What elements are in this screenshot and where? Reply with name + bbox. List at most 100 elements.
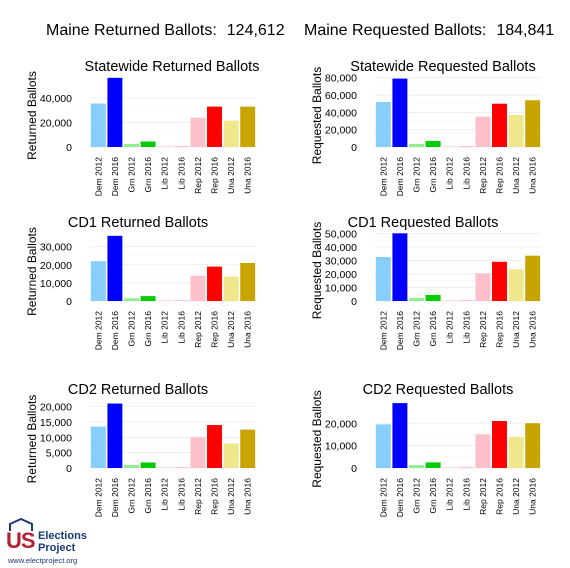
chart-title: CD1 Returned Ballots [68, 215, 208, 231]
y-tick-label: 0 [351, 463, 357, 475]
y-tick-label: 0 [66, 463, 72, 475]
y-axis-label: Requested Ballots [310, 67, 324, 164]
bar-lib-2016 [458, 300, 474, 301]
bar-lib-2012 [157, 467, 173, 468]
x-tick-label: Grn 2016 [143, 157, 153, 193]
x-tick-label: Dem 2012 [378, 311, 388, 350]
y-tick-label: 20,000 [40, 260, 72, 272]
logo-us-text: US [6, 528, 36, 553]
bar-grn-2016 [425, 140, 441, 147]
y-tick-label: 0 [66, 142, 72, 154]
y-axis-label: Requested Ballots [310, 222, 324, 319]
x-tick-label: Lib 2016 [461, 311, 471, 344]
chart-title: CD2 Returned Ballots [68, 382, 208, 398]
bar-grn-2012 [124, 464, 139, 468]
x-tick-label: Rep 2012 [193, 311, 203, 348]
x-tick-label: Una 2016 [243, 157, 253, 194]
x-tick-label: Grn 2016 [143, 311, 153, 347]
bar-grn-2016 [140, 462, 156, 468]
x-tick-label: Grn 2012 [127, 157, 137, 193]
statewide-returned-chart: Statewide Returned Ballots Returned Ballo… [0, 52, 285, 222]
bar-rep-2016 [207, 266, 222, 301]
x-tick-label: Una 2016 [243, 311, 253, 348]
bar-rep-2012 [475, 273, 491, 301]
x-tick-label: Grn 2012 [412, 478, 422, 514]
x-tick-label: Dem 2016 [395, 311, 405, 350]
y-tick-label: 10,000 [40, 432, 72, 444]
returned-headline-value: 124,612 [226, 22, 285, 39]
x-tick-label: Lib 2012 [445, 478, 455, 511]
y-tick-label: 50,000 [325, 228, 357, 240]
bar-una-2012 [223, 276, 239, 301]
y-axis-label: Requested Ballots [310, 390, 324, 487]
bar-dem-2012 [375, 257, 391, 301]
bar-grn-2012 [124, 143, 139, 147]
bar-lib-2012 [157, 146, 173, 147]
bar-lib-2016 [458, 145, 474, 147]
bar-grn-2016 [425, 462, 441, 468]
bar-rep-2016 [492, 421, 507, 468]
bar-rep-2012 [475, 116, 491, 147]
x-tick-label: Lib 2016 [176, 157, 186, 190]
y-tick-label: 40,000 [325, 107, 357, 119]
logo-project-text: Project [38, 542, 76, 554]
x-tick-label: Una 2012 [511, 311, 521, 348]
y-tick-label: 20,000 [40, 402, 72, 414]
x-tick-label: Una 2012 [511, 157, 521, 194]
bar-una-2016 [525, 255, 541, 301]
bar-lib-2012 [442, 467, 458, 468]
bar-dem-2016 [392, 233, 408, 301]
chart-svg: CD2 Returned Ballots Returned Ballots 0 5,0… [25, 382, 256, 517]
y-tick-label: 30,000 [40, 242, 72, 254]
bar-lib-2016 [173, 467, 189, 468]
chart-svg: Statewide Requested Ballots Requested Bal… [310, 59, 541, 196]
x-tick-label: Lib 2012 [445, 311, 455, 344]
x-tick-label: Grn 2012 [127, 478, 137, 514]
y-tick-label: 20,000 [325, 125, 357, 137]
bar-lib-2012 [442, 300, 458, 301]
x-tick-label: Dem 2016 [110, 478, 120, 517]
x-tick-label: Grn 2016 [143, 478, 153, 514]
bar-una-2016 [525, 423, 541, 468]
x-tick-label: Dem 2016 [395, 478, 405, 517]
y-axis-label: Returned Ballots [25, 227, 39, 316]
y-tick-label: 40,000 [325, 242, 357, 254]
x-tick-label: Rep 2012 [193, 157, 203, 194]
x-tick-label: Grn 2012 [412, 157, 422, 193]
x-tick-label: Rep 2016 [210, 157, 220, 194]
bar-dem-2012 [375, 424, 391, 468]
bar-lib-2012 [157, 300, 173, 301]
cd2-requested-chart: CD2 Requested Ballots Requested Ballots 0 1… [285, 375, 570, 545]
x-tick-label: Lib 2016 [176, 311, 186, 344]
x-tick-label: Una 2016 [528, 478, 538, 515]
requested-headline: Maine Requested Ballots: 184,841 [304, 22, 554, 40]
x-tick-label: Rep 2012 [478, 157, 488, 194]
y-tick-label: 0 [351, 142, 357, 154]
y-tick-label: 20,000 [325, 269, 357, 281]
chart-svg: CD2 Requested Ballots Requested Ballots 0 1… [310, 382, 541, 517]
chart-svg: CD1 Requested Ballots Requested Ballots 0 1… [310, 215, 541, 350]
bar-dem-2012 [90, 103, 106, 147]
us-elections-project-logo: US Elections Project www.electproject.or… [4, 518, 114, 566]
bar-una-2012 [508, 436, 524, 468]
cd1-requested-chart: CD1 Requested Ballots Requested Ballots 0 1… [285, 208, 570, 378]
x-tick-label: Dem 2012 [93, 478, 103, 517]
x-tick-label: Una 2016 [528, 157, 538, 194]
x-tick-label: Rep 2012 [478, 478, 488, 515]
returned-headline: Maine Returned Ballots: 124,612 [46, 22, 285, 40]
chart-svg: Statewide Returned Ballots Returned Ballo… [25, 59, 259, 196]
house-icon [9, 518, 33, 531]
logo-elections-text: Elections [38, 530, 87, 542]
bar-rep-2016 [207, 106, 222, 147]
x-tick-label: Grn 2012 [127, 311, 137, 347]
x-tick-label: Grn 2016 [428, 478, 438, 514]
y-tick-label: 5,000 [46, 448, 72, 460]
bar-lib-2016 [173, 300, 189, 301]
bar-una-2016 [240, 106, 256, 147]
y-tick-label: 15,000 [40, 417, 72, 429]
logo-url: www.electproject.org [8, 556, 78, 565]
bar-dem-2016 [107, 77, 123, 147]
x-tick-label: Dem 2012 [93, 157, 103, 196]
y-tick-label: 30,000 [325, 255, 357, 267]
y-tick-label: 10,000 [325, 282, 357, 294]
